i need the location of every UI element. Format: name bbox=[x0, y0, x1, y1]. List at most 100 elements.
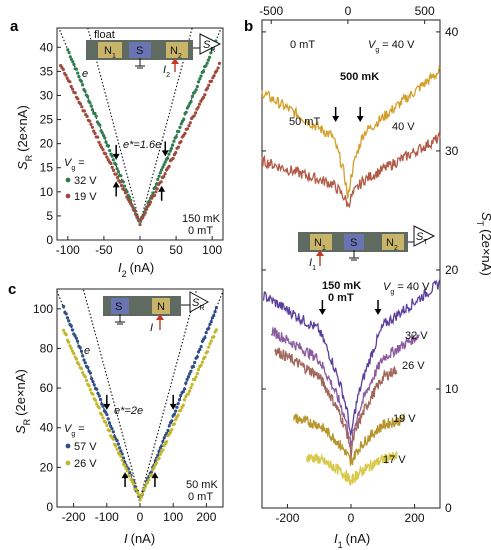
panel-c-series-1-point-57 bbox=[134, 487, 138, 491]
panel-a: a -100 -50 0 50 100 0 5 10 15 20 25 30 35 40 I2 (nA) S… bbox=[10, 18, 224, 279]
panel-a-series-0-point-78 bbox=[162, 163, 166, 167]
panel-a-series-1-point-71 bbox=[153, 193, 157, 197]
panel-c-series-1-point-115 bbox=[208, 342, 212, 346]
panel-a-series-0-point-84 bbox=[169, 147, 173, 151]
panel-c-series-1-point-20 bbox=[87, 384, 91, 388]
panel-a-series-1-point-20 bbox=[85, 114, 89, 118]
panel-c-legend-26v: 26 V bbox=[74, 458, 97, 470]
panel-c-series-0-point-119 bbox=[213, 310, 217, 314]
panel-c-series-1-point-118 bbox=[212, 335, 216, 339]
panel-c-series-1-point-94 bbox=[181, 403, 185, 407]
panel-c-series-1-point-42 bbox=[115, 447, 119, 451]
panel-a-series-1-point-24 bbox=[90, 125, 94, 129]
panel-a-series-1-point-91 bbox=[179, 140, 183, 144]
panel-a-series-1-point-54 bbox=[130, 204, 134, 208]
panel-a-series-1-point-56 bbox=[133, 209, 137, 213]
panel-b-top-xtick-label-2: 500 bbox=[415, 4, 435, 18]
panel-a-series-0-point-1 bbox=[67, 50, 71, 55]
panel-c-series-0-point-100 bbox=[189, 369, 193, 373]
panel-c-marks: -200 -100 0 100 200 0 20 40 60 80 100 bbox=[33, 289, 223, 524]
panel-a-series-1-point-97 bbox=[187, 124, 191, 128]
panel-a-series-0-point-82 bbox=[167, 152, 171, 156]
panel-c-series-0-point-118 bbox=[212, 313, 216, 318]
panel-c-ytick-label-5: 100 bbox=[33, 302, 53, 316]
panel-c-series-0-point-91 bbox=[177, 398, 182, 402]
panel-a-arrow-up-1-head bbox=[158, 185, 166, 192]
panel-a-series-1-point-26 bbox=[93, 131, 97, 136]
panel-c-series-0-point-88 bbox=[174, 409, 178, 413]
panel-b-series-line-1 bbox=[261, 130, 441, 209]
panel-a-series-0-point-112 bbox=[204, 64, 208, 68]
panel-c-series-0-point-115 bbox=[208, 322, 212, 326]
panel-a-ytick-label-7: 35 bbox=[40, 64, 54, 78]
panel-b-annot-temp: 150 mK bbox=[322, 280, 361, 292]
panel-a-xtick-label-2: 0 bbox=[137, 243, 144, 257]
panel-c-series-1-point-100 bbox=[189, 386, 193, 390]
panel-c-series-0-point-87 bbox=[172, 412, 176, 416]
panel-c-series-1-point-2 bbox=[64, 333, 68, 337]
panel-a-series-0-point-20 bbox=[90, 108, 95, 112]
panel-a-series-1-point-105 bbox=[197, 102, 202, 106]
panel-a-series-0-point-33 bbox=[106, 144, 111, 148]
panel-b-device-inset: N1 S N2 ST I1 bbox=[298, 225, 436, 272]
svg-text:N2: N2 bbox=[170, 45, 182, 60]
panel-a-series-1-point-48 bbox=[122, 188, 126, 192]
panel-a-series-1-point-23 bbox=[89, 122, 93, 126]
panel-a-series-0-point-41 bbox=[116, 170, 120, 174]
panel-b-annot-top: 500 mK bbox=[340, 71, 379, 83]
panel-a-series-0-point-18 bbox=[88, 101, 92, 105]
panel-a-series-0-point-7 bbox=[74, 67, 79, 71]
panel-b-top-xtick-label-1: 0 bbox=[345, 4, 352, 18]
panel-c-series-0-point-96 bbox=[184, 381, 188, 385]
svg-text:SR: SR bbox=[192, 297, 204, 312]
panel-c-series-0-point-85 bbox=[170, 419, 174, 423]
panel-a-arrow-down-0-head bbox=[112, 153, 120, 160]
panel-a-series-0-point-106 bbox=[196, 80, 201, 84]
panel-b-ytick-label-3: 30 bbox=[445, 144, 459, 158]
panel-a-series-1-point-16 bbox=[80, 105, 84, 109]
panel-c-annot-field: 0 mT bbox=[188, 491, 213, 503]
panel-c-series-1-point-10 bbox=[74, 357, 78, 361]
panel-c-series-0-point-43 bbox=[116, 442, 120, 446]
panel-c-series-0-point-44 bbox=[118, 446, 122, 450]
panel-c-series-0-point-28 bbox=[97, 394, 101, 398]
panel-a-series-0-point-88 bbox=[174, 135, 178, 139]
panel-c-series-1-point-12 bbox=[77, 362, 81, 366]
panel-c-series-1-point-93 bbox=[180, 405, 184, 410]
panel-a-series-0-point-92 bbox=[179, 122, 183, 126]
panel-c-series-0-point-92 bbox=[179, 393, 183, 398]
panel-a-series-1-point-50 bbox=[125, 195, 129, 199]
panel-c-series-0-point-114 bbox=[207, 326, 211, 330]
panel-a-xlabel: I2 (nA) bbox=[118, 260, 154, 279]
panel-c-series-0-point-31 bbox=[101, 404, 105, 408]
panel-c-annot-temp: 50 mK bbox=[186, 479, 218, 491]
panel-b-arrow-top-1-head bbox=[356, 116, 364, 122]
panel-b-arrow-top-0-head bbox=[332, 116, 340, 122]
panel-c-series-1-point-55 bbox=[132, 482, 136, 486]
panel-c-series-0-point-35 bbox=[106, 417, 110, 421]
panel-a-arrow-up-0-head bbox=[112, 181, 120, 188]
panel-b-label-26v: 26 V bbox=[402, 360, 425, 372]
panel-c-xtick-label-4: 200 bbox=[196, 510, 216, 524]
panel-c-series-0-point-39 bbox=[111, 430, 115, 434]
panel-a-series-1-point-94 bbox=[183, 131, 187, 135]
panel-c-guide-estar: e*=2e bbox=[114, 405, 143, 417]
panel-c-series-1-point-25 bbox=[93, 398, 98, 402]
panel-c-series-0-point-9 bbox=[73, 334, 77, 338]
panel-c-series-0-point-6 bbox=[69, 324, 73, 328]
panel-a-series-0-point-0 bbox=[66, 48, 70, 52]
panel-a-series-0-point-105 bbox=[195, 85, 199, 89]
panel-c-series-0-point-34 bbox=[105, 413, 109, 417]
panel-a-series-0-point-5 bbox=[72, 62, 76, 67]
panel-c-series-0-point-22 bbox=[90, 377, 94, 381]
panel-c-series-0-point-56 bbox=[133, 484, 137, 489]
panel-a-series-1-point-111 bbox=[205, 86, 210, 90]
panel-a-xtick-label-3: 50 bbox=[169, 243, 183, 257]
panel-a-series-0-point-100 bbox=[189, 99, 193, 104]
panel-c-label: c bbox=[8, 281, 16, 298]
panel-c-series-1-point-71 bbox=[152, 466, 156, 470]
panel-a-series-1-point-72 bbox=[154, 190, 158, 194]
panel-c-series-1-point-50 bbox=[125, 469, 129, 473]
panel-c-series-1-point-116 bbox=[209, 339, 213, 343]
panel-a-plot-area bbox=[58, 28, 222, 227]
